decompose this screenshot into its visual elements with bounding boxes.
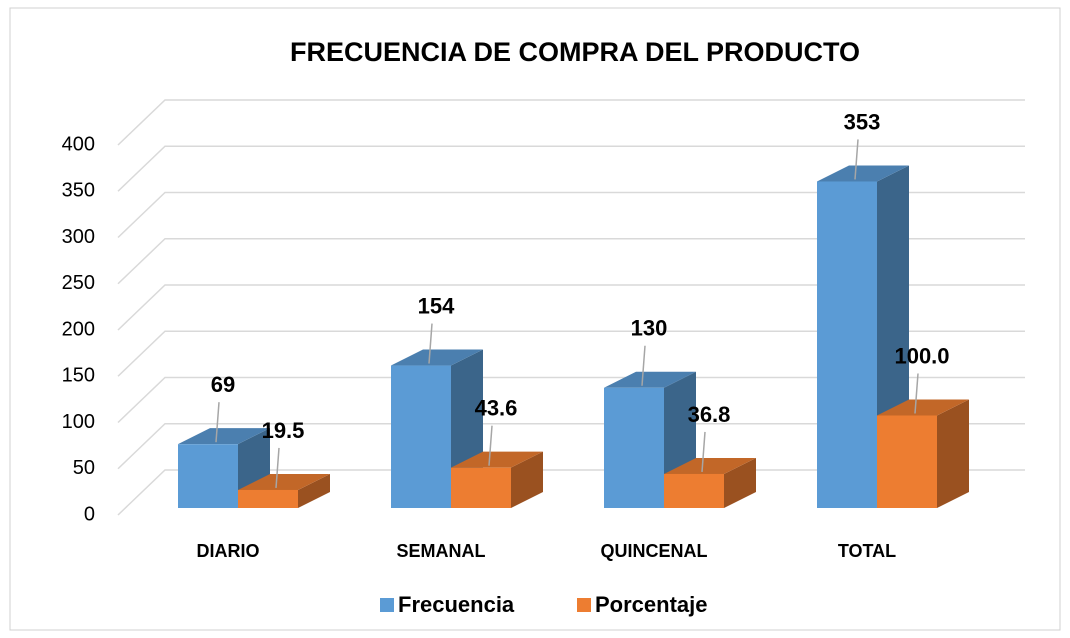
leader-line xyxy=(641,345,646,386)
y-tick-label: 150 xyxy=(62,365,95,387)
y-tick-label: 300 xyxy=(62,226,95,248)
bar-top xyxy=(451,451,543,468)
leader-line xyxy=(275,447,280,489)
leader-line xyxy=(488,425,493,466)
bar xyxy=(178,444,238,508)
grid-line xyxy=(117,330,1025,377)
y-tick-label: 0 xyxy=(84,503,95,525)
data-label: 69 xyxy=(211,372,235,397)
bar xyxy=(238,489,298,508)
legend-swatch xyxy=(577,598,591,612)
bar-side xyxy=(298,473,330,508)
data-label: 19.5 xyxy=(262,418,305,443)
bar xyxy=(877,415,937,508)
bar-top xyxy=(664,457,756,474)
data-label: 100.0 xyxy=(894,343,949,368)
grid-line xyxy=(117,238,1025,285)
bar-top xyxy=(391,349,483,366)
bar-top xyxy=(604,371,696,388)
y-tick-label: 400 xyxy=(62,133,95,155)
bar-top xyxy=(178,428,270,445)
leader-line xyxy=(215,402,220,443)
x-tick-label: QUINCENAL xyxy=(601,541,708,561)
data-label: 353 xyxy=(844,109,881,134)
data-label: 36.8 xyxy=(688,402,731,427)
y-tick-label: 350 xyxy=(62,180,95,202)
bar-side xyxy=(511,451,543,508)
bar xyxy=(664,473,724,508)
bar xyxy=(604,387,664,508)
x-tick-label: TOTAL xyxy=(838,541,896,561)
bar-top xyxy=(817,165,909,182)
chart-title: FRECUENCIA DE COMPRA DEL PRODUCTO xyxy=(290,37,860,67)
bar-top xyxy=(877,399,969,416)
y-tick-label: 50 xyxy=(73,457,95,479)
bar xyxy=(817,181,877,508)
grid-line xyxy=(117,423,1025,470)
bar-top xyxy=(238,473,330,490)
leader-line xyxy=(854,139,859,180)
legend-label: Frecuencia xyxy=(398,592,515,617)
leader-line xyxy=(428,323,433,364)
bar xyxy=(391,365,451,508)
legend-label: Porcentaje xyxy=(595,592,708,617)
data-label: 154 xyxy=(418,293,455,318)
bar-side xyxy=(937,399,969,508)
data-label: 43.6 xyxy=(475,395,518,420)
grid-line xyxy=(117,284,1025,331)
x-tick-label: DIARIO xyxy=(197,541,260,561)
grid-line xyxy=(117,99,1025,146)
leader-line xyxy=(914,373,919,414)
x-tick-label: SEMANAL xyxy=(397,541,486,561)
legend-swatch xyxy=(380,598,394,612)
y-tick-label: 100 xyxy=(62,411,95,433)
leader-line xyxy=(701,431,706,473)
grid-line xyxy=(117,145,1025,192)
data-label: 130 xyxy=(631,316,668,341)
grid-line xyxy=(117,376,1025,424)
y-tick-label: 250 xyxy=(62,272,95,294)
bar xyxy=(451,467,511,508)
bar-side xyxy=(724,457,756,508)
grid-line xyxy=(117,191,1025,239)
y-tick-label: 200 xyxy=(62,318,95,340)
